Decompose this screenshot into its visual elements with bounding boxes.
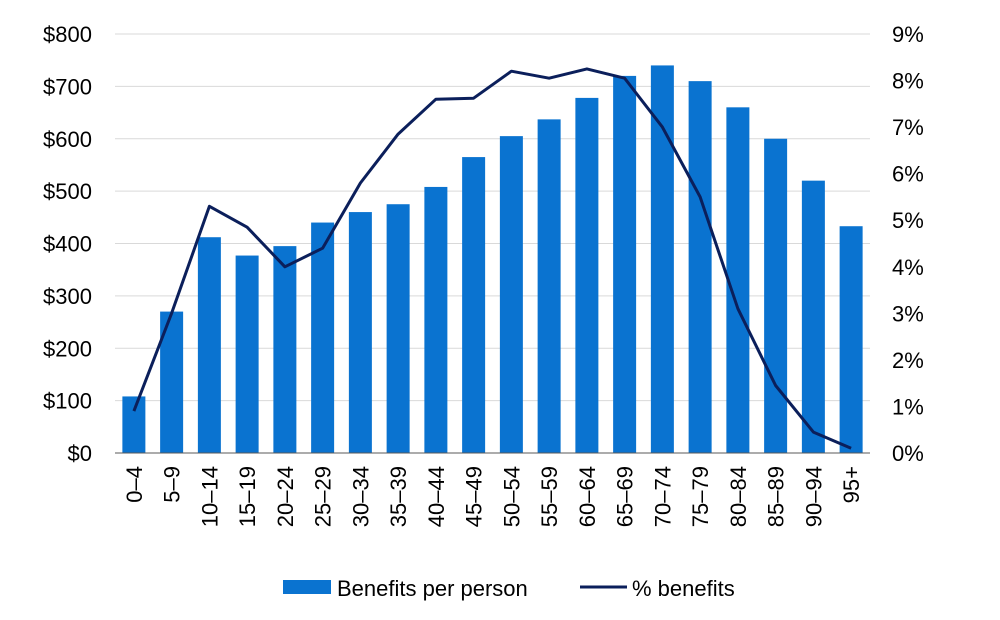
y-left-tick-label: $100 — [43, 389, 92, 414]
bar-series — [122, 65, 863, 454]
bar — [348, 212, 372, 453]
bar — [575, 97, 599, 454]
line-series-path — [132, 67, 852, 450]
bar — [197, 237, 221, 453]
y-right-tick-label: 6% — [892, 162, 924, 187]
bar — [688, 81, 712, 453]
y-left-tick-label: $0 — [68, 441, 92, 466]
bar — [764, 138, 788, 453]
legend: Benefits per person % benefits — [283, 576, 735, 601]
bar — [235, 255, 259, 453]
x-tick-label: 25–29 — [311, 466, 336, 527]
legend-bar-label: Benefits per person — [337, 576, 528, 601]
y-axis-left-ticks: $0 $100 $200 $300 $400 $500 $600 $700 $800 — [43, 22, 92, 466]
bar — [650, 65, 674, 454]
x-tick-label: 35–39 — [386, 466, 411, 527]
y-left-tick-label: $300 — [43, 284, 92, 309]
y-axis-right-ticks: 0% 1% 2% 3% 4% 5% 6% 7% 8% 9% — [892, 22, 924, 466]
x-tick-label: 5–9 — [160, 466, 185, 503]
x-tick-label: 0–4 — [122, 466, 147, 503]
x-tick-label: 85–89 — [764, 466, 789, 527]
bar — [160, 311, 184, 453]
y-right-tick-label: 0% — [892, 441, 924, 466]
legend-bar-swatch — [283, 580, 331, 594]
bar — [122, 396, 146, 453]
x-tick-label: 65–69 — [613, 466, 638, 527]
y-left-tick-label: $400 — [43, 232, 92, 257]
y-left-tick-label: $800 — [43, 22, 92, 47]
x-tick-label: 15–19 — [235, 466, 260, 527]
x-tick-label: 90–94 — [801, 466, 826, 527]
x-tick-label: 95+ — [839, 466, 864, 503]
x-tick-label: 75–79 — [688, 466, 713, 527]
bar — [537, 119, 561, 453]
x-tick-label: 80–84 — [726, 466, 751, 527]
y-left-tick-label: $600 — [43, 127, 92, 152]
x-tick-label: 50–54 — [499, 466, 524, 527]
bar — [726, 107, 750, 453]
line-series — [132, 67, 852, 450]
bar — [386, 204, 410, 453]
bar — [499, 136, 523, 453]
bar — [424, 186, 448, 453]
bar — [273, 246, 297, 453]
x-tick-label: 40–44 — [424, 466, 449, 527]
y-right-tick-label: 2% — [892, 348, 924, 373]
y-right-tick-label: 8% — [892, 69, 924, 94]
x-axis-ticks: 0–4 5–9 10–14 15–19 20–24 25–29 30–34 35–39 40–4… — [122, 466, 864, 527]
y-left-tick-label: $200 — [43, 336, 92, 361]
x-tick-label: 10–14 — [197, 466, 222, 527]
y-left-tick-label: $500 — [43, 179, 92, 204]
bar — [311, 222, 335, 453]
bar — [839, 226, 863, 453]
x-tick-label: 60–64 — [575, 466, 600, 527]
bar — [801, 180, 825, 453]
bar — [613, 75, 637, 454]
y-right-tick-label: 3% — [892, 301, 924, 326]
y-left-tick-label: $700 — [43, 74, 92, 99]
legend-line-label: % benefits — [632, 576, 735, 601]
x-tick-label: 20–24 — [273, 466, 298, 527]
x-tick-label: 70–74 — [650, 466, 675, 527]
y-right-tick-label: 4% — [892, 255, 924, 280]
x-tick-label: 30–34 — [348, 466, 373, 527]
bar — [462, 157, 486, 454]
x-tick-label: 55–59 — [537, 466, 562, 527]
x-tick-label: 45–49 — [462, 466, 487, 527]
y-right-tick-label: 9% — [892, 22, 924, 47]
y-right-tick-label: 1% — [892, 394, 924, 419]
y-right-tick-label: 5% — [892, 208, 924, 233]
y-right-tick-label: 7% — [892, 115, 924, 140]
